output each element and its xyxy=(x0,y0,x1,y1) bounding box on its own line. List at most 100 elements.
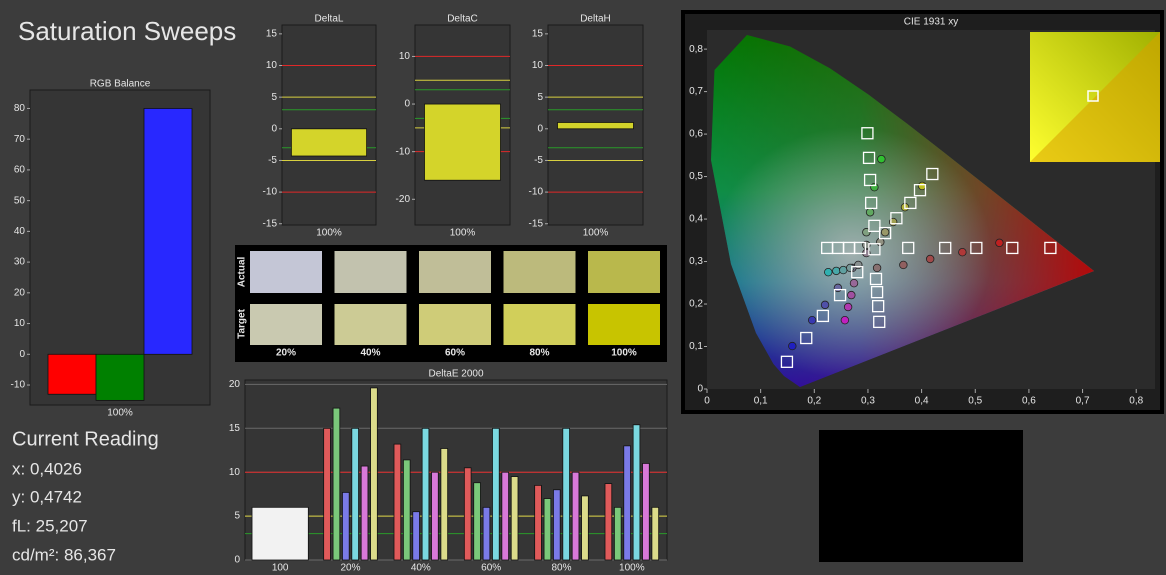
target-point xyxy=(904,196,917,210)
y-tick-label: -10 xyxy=(396,146,411,157)
bar xyxy=(332,407,341,561)
bar xyxy=(571,471,580,561)
bar xyxy=(290,128,367,157)
measured-point xyxy=(865,208,875,217)
measured-point xyxy=(854,260,863,270)
chart-title: DeltaL xyxy=(315,14,344,25)
bar xyxy=(510,476,519,561)
reading-line: y: 0,4742 xyxy=(12,487,82,506)
x-tick-label: 80% xyxy=(551,563,571,574)
bar xyxy=(501,471,510,561)
y-tick-label: -15 xyxy=(529,218,544,229)
measured-point xyxy=(872,263,882,273)
measured-point xyxy=(917,181,927,191)
y-tick-label: 0,4 xyxy=(689,214,703,225)
bar xyxy=(412,511,420,561)
bar xyxy=(543,498,552,561)
x-tick-label: 0,5 xyxy=(968,396,982,407)
bar xyxy=(553,489,561,561)
chart-title: DeltaC xyxy=(447,14,478,25)
reading-heading: Current Reading xyxy=(12,428,159,450)
y-tick-label: 0,5 xyxy=(689,171,703,182)
y-tick-label: 0,2 xyxy=(689,299,703,310)
x-tick-label: 60% xyxy=(481,563,501,574)
cie-marks xyxy=(780,127,1057,368)
x-tick-label: 0,3 xyxy=(861,396,875,407)
preview-box xyxy=(819,430,1023,562)
bar xyxy=(351,427,359,561)
target-point xyxy=(890,212,903,225)
y-tick-label: -10 xyxy=(529,187,544,198)
x-tick-label: 0 xyxy=(704,396,710,407)
y-tick-label: 10 xyxy=(229,467,241,478)
reading-line: cd/m²: 86,367 xyxy=(12,545,116,564)
row-label: Actual xyxy=(237,256,248,287)
y-tick-label: 0,8 xyxy=(689,44,703,55)
plot-area xyxy=(244,379,668,561)
bar xyxy=(342,491,350,561)
target-point xyxy=(970,241,983,255)
bar xyxy=(623,445,631,561)
bar xyxy=(473,482,481,561)
x-tick-label: 0,2 xyxy=(807,396,821,407)
y-tick-label: 0 xyxy=(271,123,277,134)
page-title: Saturation Sweeps xyxy=(18,16,236,46)
measured-point xyxy=(877,154,886,164)
y-tick-label: -5 xyxy=(534,155,543,166)
x-tick-label: 100% xyxy=(107,408,133,419)
measured-point xyxy=(995,238,1004,248)
measured-point xyxy=(849,279,859,288)
y-tick-label: 0,3 xyxy=(689,256,703,267)
target-point xyxy=(870,285,884,299)
measured-point xyxy=(843,302,853,312)
x-tick-label: 100% xyxy=(583,228,609,239)
bar xyxy=(581,495,589,561)
y-tick-label: 0 xyxy=(537,123,543,134)
x-tick-label: 20% xyxy=(340,563,360,574)
actual-swatch xyxy=(503,251,576,293)
bar xyxy=(47,353,97,395)
swatch-label: 100% xyxy=(611,348,637,359)
y-tick-label: 15 xyxy=(532,29,544,40)
x-tick-label: 100% xyxy=(619,563,645,574)
target-point xyxy=(861,127,874,140)
actual-swatch xyxy=(588,251,660,293)
target-point xyxy=(863,173,877,187)
swatch-label: 20% xyxy=(276,348,296,359)
bar xyxy=(421,427,430,561)
reading-line: x: 0,4026 xyxy=(12,459,82,478)
y-tick-label: 10 xyxy=(532,60,544,71)
bar xyxy=(613,506,622,561)
bar xyxy=(360,465,369,561)
row-label: Target xyxy=(237,308,248,338)
bar xyxy=(604,483,613,561)
y-tick-label: 10 xyxy=(399,51,411,62)
bar xyxy=(440,448,449,561)
target-point xyxy=(939,241,952,255)
swatches: 20% 40% 60% 80% 100% Actual Target xyxy=(237,251,660,359)
measured-point xyxy=(880,228,890,237)
bar xyxy=(534,484,542,561)
measured-point xyxy=(899,260,908,270)
chart-title: CIE 1931 xy xyxy=(904,17,958,28)
bar xyxy=(370,387,378,561)
y-tick-label: -15 xyxy=(263,218,278,229)
y-tick-label: 15 xyxy=(229,423,241,434)
y-tick-label: 80 xyxy=(14,103,26,114)
bar xyxy=(95,353,145,401)
y-tick-label: 40 xyxy=(14,226,26,237)
target-point xyxy=(868,243,881,256)
target-point xyxy=(851,266,864,279)
target-point xyxy=(853,241,867,255)
y-tick-label: 5 xyxy=(537,92,543,103)
bar xyxy=(251,506,309,561)
y-tick-label: 15 xyxy=(266,29,278,40)
swatch-label: 40% xyxy=(360,348,380,359)
bar xyxy=(431,471,439,561)
measured-point xyxy=(847,290,856,300)
measured-point xyxy=(958,247,967,257)
x-tick-label: 0,8 xyxy=(1129,396,1143,407)
x-tick-label: 0,7 xyxy=(1076,396,1090,407)
target-point xyxy=(872,300,885,313)
